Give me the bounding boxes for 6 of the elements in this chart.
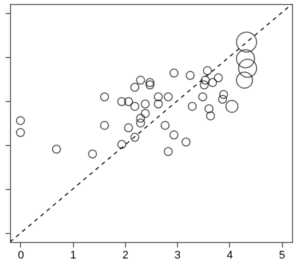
x-tick-label: 2 [122,250,128,262]
x-tick-label: 3 [174,250,181,262]
x-tick-label: 5 [278,250,286,262]
x-tick-label: 0 [18,250,24,262]
x-tick-label: 1 [70,250,76,262]
x-tick-label: 4 [226,250,233,262]
